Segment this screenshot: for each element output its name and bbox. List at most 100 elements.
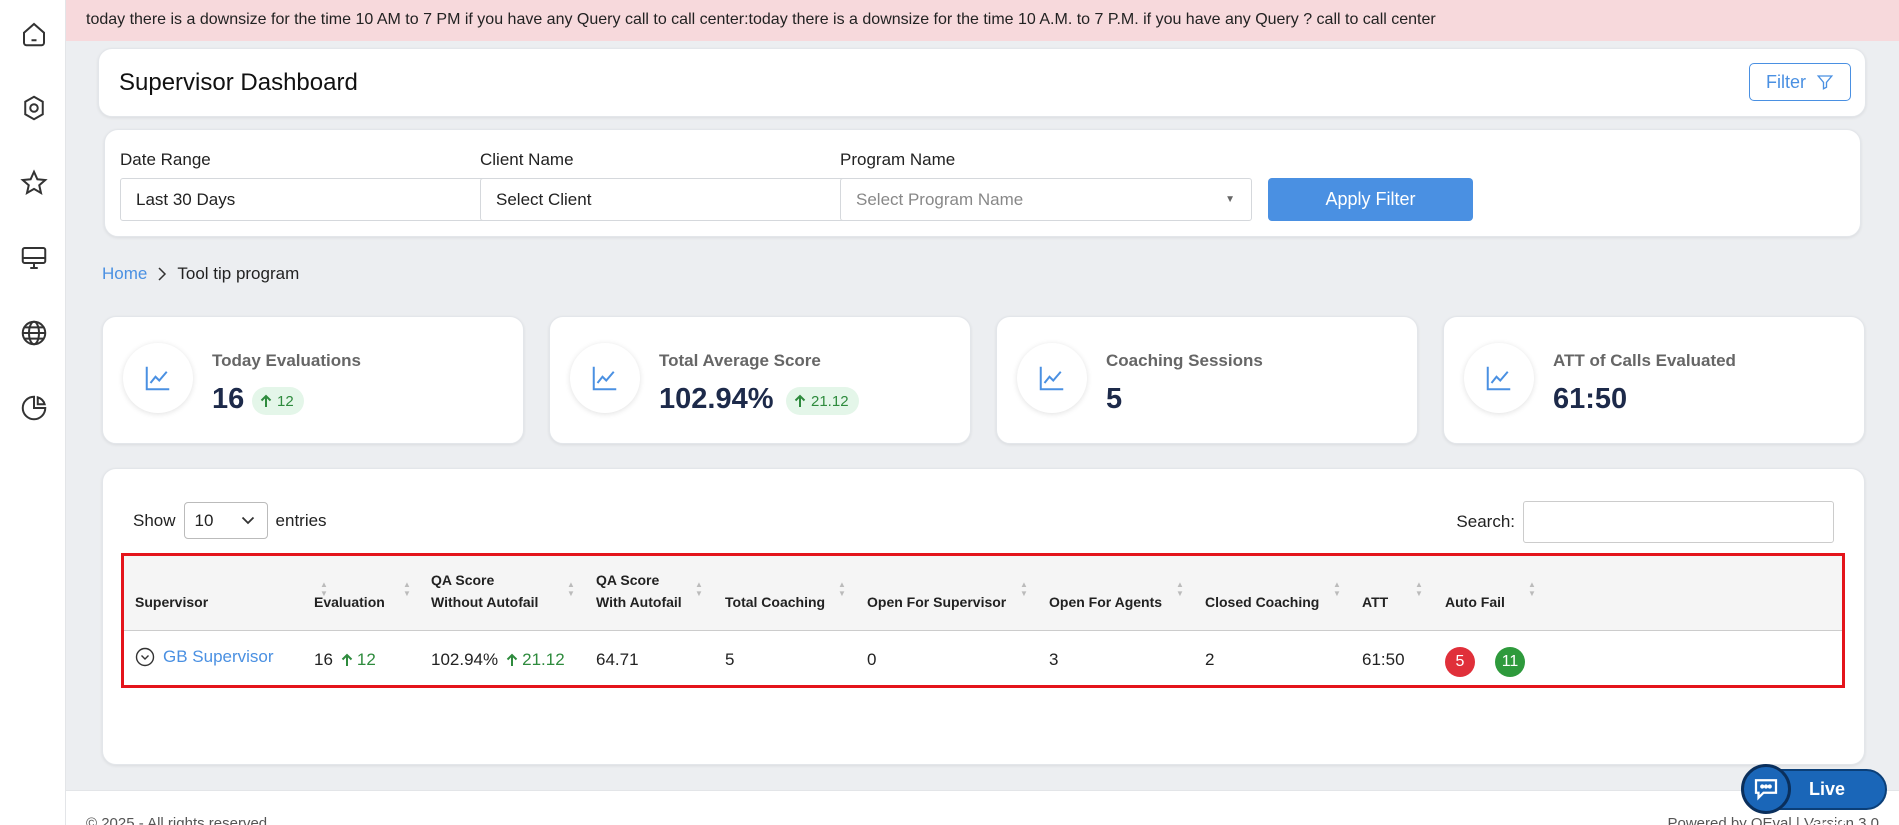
stat-card-coaching-sessions: Coaching Sessions 5 xyxy=(996,316,1418,444)
column-header-label-line-2: Without Autofail xyxy=(431,594,539,610)
column-header-label: Open For Agents xyxy=(1049,594,1163,610)
column-header-att[interactable]: ATT xyxy=(1362,591,1388,613)
date-range-label: Date Range xyxy=(120,150,211,169)
pie-chart-icon[interactable] xyxy=(19,393,49,423)
stat-value: 5 xyxy=(1106,383,1123,415)
cell-closed-coaching: 2 xyxy=(1205,650,1215,669)
settings-gear-icon[interactable] xyxy=(19,93,49,123)
sort-icon[interactable]: ▲ ▼ xyxy=(1176,580,1184,598)
cell-qa-score-without-autofail: 102.94% 21.12 xyxy=(431,650,565,670)
auto-pass-count-badge[interactable]: 11 xyxy=(1495,647,1525,677)
stat-value: 102.94% xyxy=(659,383,774,415)
column-header-label: Auto Fail xyxy=(1445,594,1505,610)
qa-without-delta: 21.12 xyxy=(506,650,565,670)
sort-icon[interactable]: ▲ ▼ xyxy=(320,580,328,598)
filter-button[interactable]: Filter xyxy=(1749,63,1851,101)
cell-att: 61:50 xyxy=(1362,650,1405,669)
star-icon[interactable] xyxy=(19,168,49,198)
home-icon[interactable] xyxy=(19,19,49,49)
sort-icon[interactable]: ▲ ▼ xyxy=(1415,580,1423,598)
arrow-up-icon xyxy=(341,653,353,667)
column-header-open-for-agents[interactable]: Open For Agents xyxy=(1049,591,1162,613)
caret-down-icon: ▼ xyxy=(1225,194,1235,205)
line-chart-icon xyxy=(1017,343,1087,413)
date-range-select[interactable]: Last 30 Days ▼ xyxy=(120,178,532,221)
sort-icon[interactable]: ▲ ▼ xyxy=(695,580,703,598)
column-header-supervisor[interactable]: Supervisor xyxy=(135,591,208,613)
cell-total-coaching: 5 xyxy=(725,650,735,669)
column-header-qa-score-with-autofail[interactable]: QA Score With Autofail xyxy=(596,569,682,613)
supervisor-table: Supervisor ▲ ▼ Evaluation ▲ ▼ QA Score Wit… xyxy=(121,553,1845,688)
column-header-total-coaching[interactable]: Total Coaching xyxy=(725,591,825,613)
filter-button-label: Filter xyxy=(1766,71,1806,92)
entries-select[interactable]: 10 xyxy=(183,502,268,539)
monitor-icon[interactable] xyxy=(19,243,49,273)
breadcrumb: Home Tool tip program xyxy=(102,264,299,284)
apply-filter-button[interactable]: Apply Filter xyxy=(1268,178,1473,221)
table-search: Search: xyxy=(1456,501,1834,543)
date-range-value: Last 30 Days xyxy=(136,190,236,209)
program-name-select[interactable]: Select Program Name ▼ xyxy=(840,178,1252,221)
cell-supervisor: GB Supervisor xyxy=(135,647,274,667)
line-chart-icon xyxy=(570,343,640,413)
qa-without-delta-value: 21.12 xyxy=(522,650,565,669)
supervisor-link[interactable]: GB Supervisor xyxy=(163,647,274,666)
column-header-label: Evaluation xyxy=(314,594,385,610)
sort-icon[interactable]: ▲ ▼ xyxy=(403,580,411,598)
arrow-up-icon xyxy=(794,394,806,408)
qa-without-value: 102.94% xyxy=(431,650,499,669)
cell-open-for-agents: 3 xyxy=(1049,650,1059,669)
main-content: today there is a downsize for the time 1… xyxy=(66,0,1899,825)
live-chat-button[interactable]: Live chat xyxy=(1741,764,1889,825)
line-chart-icon xyxy=(1464,343,1534,413)
sort-icon[interactable]: ▲ ▼ xyxy=(567,580,575,598)
stat-card-today-evaluations: Today Evaluations 16 12 xyxy=(102,316,524,444)
stat-delta-badge: 21.12 xyxy=(786,387,859,415)
entries-length-control: Show 10 entries xyxy=(133,502,327,539)
column-header-label: Supervisor xyxy=(135,594,209,610)
stat-value: 16 xyxy=(212,383,245,415)
column-header-qa-score-without-autofail[interactable]: QA Score Without Autofail xyxy=(431,569,538,613)
show-label: Show xyxy=(133,510,176,530)
globe-icon[interactable] xyxy=(19,318,49,348)
footer: © 2025 - All rights reserved Powered by … xyxy=(66,790,1899,825)
column-header-label: Closed Coaching xyxy=(1205,594,1320,610)
program-name-placeholder: Select Program Name xyxy=(856,190,1024,209)
cell-evaluation: 16 12 xyxy=(314,650,376,670)
evaluation-delta: 12 xyxy=(341,650,376,670)
stat-label: ATT of Calls Evaluated xyxy=(1553,351,1736,370)
cell-auto-fail: 5 11 xyxy=(1445,647,1525,677)
column-header-closed-coaching[interactable]: Closed Coaching xyxy=(1205,591,1319,613)
column-header-auto-fail[interactable]: Auto Fail xyxy=(1445,591,1505,613)
column-header-label-line-1: QA Score xyxy=(596,572,660,588)
expand-row-icon[interactable] xyxy=(135,647,155,667)
breadcrumb-home-link[interactable]: Home xyxy=(102,264,148,283)
column-header-label-line-1: QA Score xyxy=(431,572,495,588)
program-name-label: Program Name xyxy=(840,150,956,169)
evaluation-delta-value: 12 xyxy=(356,650,376,669)
sort-icon[interactable]: ▲ ▼ xyxy=(1333,580,1341,598)
footer-copyright: © 2025 - All rights reserved xyxy=(86,815,268,825)
sort-icon[interactable]: ▲ ▼ xyxy=(838,580,846,598)
evaluation-value: 16 xyxy=(314,650,333,669)
client-name-select[interactable]: Select Client ▼ xyxy=(480,178,892,221)
sort-icon[interactable]: ▲ ▼ xyxy=(1528,580,1536,598)
title-card: Supervisor Dashboard Filter xyxy=(98,48,1866,117)
funnel-icon xyxy=(1816,73,1834,91)
sort-icon[interactable]: ▲ ▼ xyxy=(1020,580,1028,598)
entries-label: entries xyxy=(275,510,327,530)
stat-delta-value: 12 xyxy=(277,392,294,410)
page-title: Supervisor Dashboard xyxy=(119,69,358,96)
arrow-up-icon xyxy=(260,394,272,408)
client-name-value: Select Client xyxy=(496,190,592,209)
search-input[interactable] xyxy=(1523,501,1834,543)
cell-qa-score-with-autofail: 64.71 xyxy=(596,650,639,669)
cell-open-for-supervisor: 0 xyxy=(867,650,877,669)
chevron-right-icon xyxy=(157,266,167,282)
entries-select-value: 10 xyxy=(194,510,214,530)
stat-delta-value: 21.12 xyxy=(811,392,849,410)
column-header-evaluation[interactable]: Evaluation xyxy=(314,591,385,613)
column-header-open-for-supervisor[interactable]: Open For Supervisor xyxy=(867,591,1006,613)
auto-fail-count-badge[interactable]: 5 xyxy=(1445,647,1475,677)
table-header: Supervisor ▲ ▼ Evaluation ▲ ▼ QA Score Wit… xyxy=(124,556,1842,631)
